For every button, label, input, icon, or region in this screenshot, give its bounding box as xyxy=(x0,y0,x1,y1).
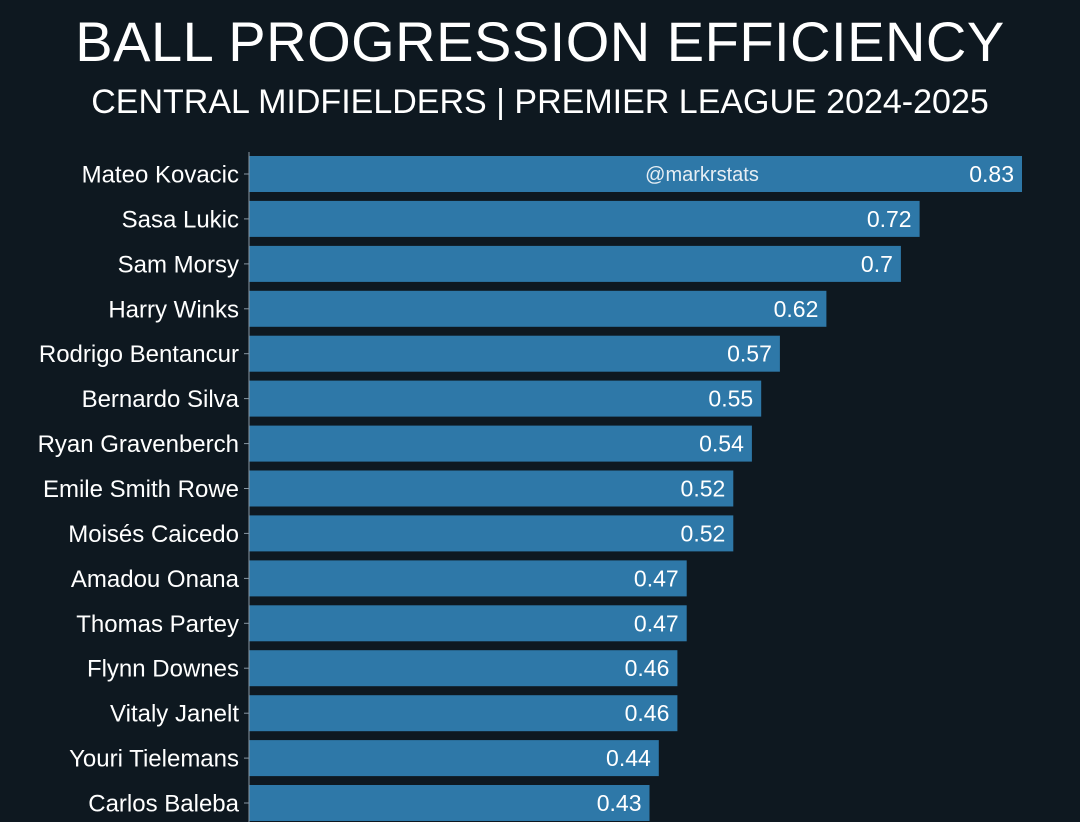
category-label: Youri Tielemans xyxy=(69,746,239,773)
bar xyxy=(249,605,687,642)
value-label: 0.83 xyxy=(969,161,1014,187)
bar xyxy=(249,245,901,282)
value-label: 0.62 xyxy=(774,296,819,322)
category-label: Harry Winks xyxy=(108,296,239,323)
value-label: 0.46 xyxy=(625,700,670,726)
bar xyxy=(249,380,762,417)
value-label: 0.44 xyxy=(606,745,651,771)
bar xyxy=(249,200,920,237)
value-label: 0.54 xyxy=(699,431,744,457)
labels-layer: Mateo Kovacic 0.83 Sasa Lukic 0.72 Sam Morsy… xyxy=(38,161,1014,818)
bar xyxy=(249,335,780,372)
bar xyxy=(249,470,734,507)
value-label: 0.7 xyxy=(861,251,893,277)
chart-title: BALL PROGRESSION EFFICIENCY xyxy=(75,10,1005,73)
watermark: @markrstats xyxy=(645,164,759,186)
bar xyxy=(249,695,678,732)
category-label: Bernardo Silva xyxy=(82,386,240,413)
bar xyxy=(249,785,650,821)
category-label: Flynn Downes xyxy=(87,656,239,683)
category-label: Thomas Partey xyxy=(76,611,239,638)
category-label: Sasa Lukic xyxy=(122,206,239,233)
category-label: Carlos Baleba xyxy=(88,791,239,818)
bar xyxy=(249,425,752,462)
bar xyxy=(249,515,734,552)
value-label: 0.52 xyxy=(681,520,726,546)
value-label: 0.72 xyxy=(867,206,912,232)
category-label: Moisés Caicedo xyxy=(68,521,239,548)
bar xyxy=(249,290,827,327)
value-label: 0.57 xyxy=(727,341,772,367)
value-label: 0.55 xyxy=(708,386,753,412)
category-label: Emile Smith Rowe xyxy=(43,476,239,503)
category-label: Sam Morsy xyxy=(118,251,239,278)
value-label: 0.47 xyxy=(634,610,679,636)
value-label: 0.46 xyxy=(625,655,670,681)
chart-subtitle: CENTRAL MIDFIELDERS | PREMIER LEAGUE 202… xyxy=(91,83,989,121)
category-label: Amadou Onana xyxy=(71,566,240,593)
value-label: 0.47 xyxy=(634,565,679,591)
bar xyxy=(249,156,1022,192)
value-label: 0.43 xyxy=(597,790,642,816)
category-label: Mateo Kovacic xyxy=(82,162,239,189)
bars-layer xyxy=(249,156,1022,821)
bar xyxy=(249,560,687,597)
bar xyxy=(249,650,678,687)
category-label: Vitaly Janelt xyxy=(110,701,239,728)
value-label: 0.52 xyxy=(681,476,726,502)
bar xyxy=(249,740,659,777)
category-label: Rodrigo Bentancur xyxy=(39,341,239,368)
category-label: Ryan Gravenberch xyxy=(38,431,239,458)
